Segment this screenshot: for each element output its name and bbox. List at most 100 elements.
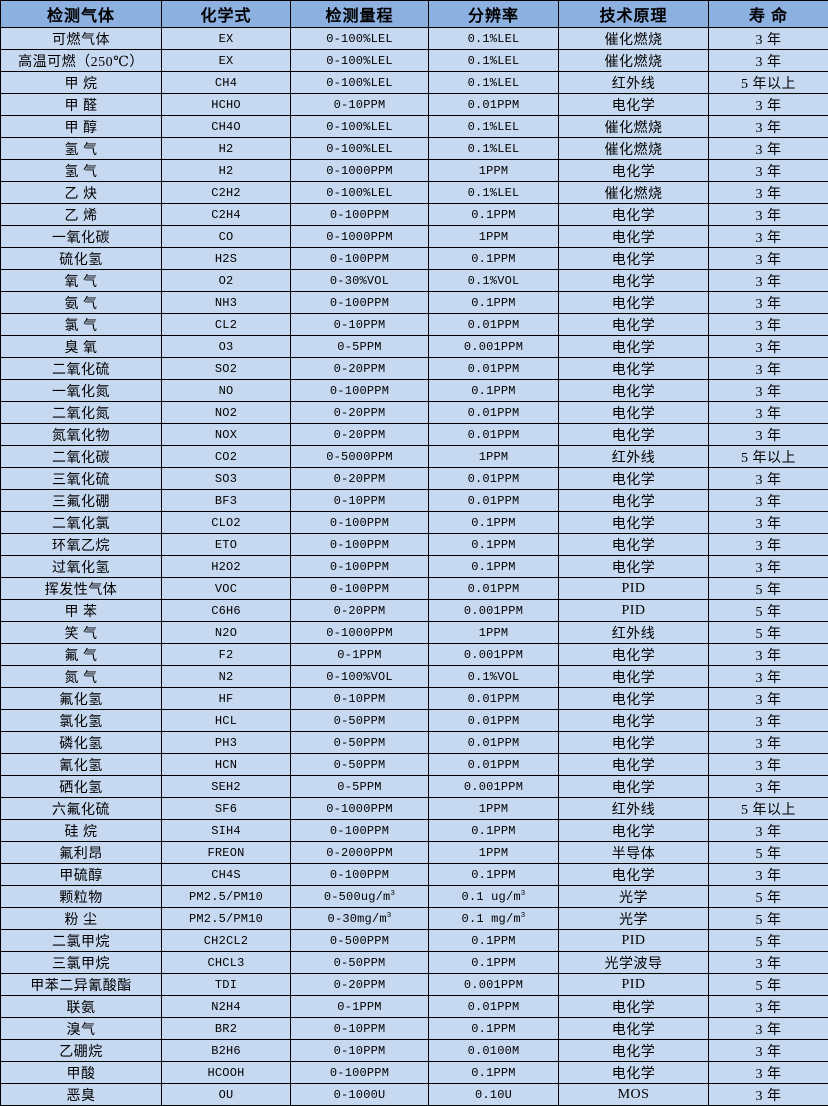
cell-lifespan: 3 年 [709,402,828,424]
cell-detection-range: 0-10PPM [291,1040,429,1062]
cell-resolution: 1PPM [429,446,559,468]
cell-gas-name: 高温可燃（250℃） [1,50,162,72]
cell-detection-range: 0-20PPM [291,402,429,424]
cell-detection-range: 0-1000PPM [291,226,429,248]
cell-gas-name: 氢 气 [1,138,162,160]
column-header-range: 检测量程 [291,1,429,28]
cell-chemical-formula: PH3 [162,732,291,754]
cell-technology-principle: 电化学 [559,644,709,666]
cell-technology-principle: 电化学 [559,512,709,534]
cell-lifespan: 3 年 [709,226,828,248]
cell-technology-principle: 电化学 [559,490,709,512]
cell-detection-range: 0-100PPM [291,556,429,578]
cell-technology-principle: 电化学 [559,94,709,116]
cell-technology-principle: PID [559,578,709,600]
cell-lifespan: 3 年 [709,490,828,512]
cell-detection-range: 0-1000U [291,1084,429,1106]
cell-gas-name: 颗粒物 [1,886,162,908]
cell-chemical-formula: CH2CL2 [162,930,291,952]
cell-gas-name: 氮 气 [1,666,162,688]
cell-gas-name: 六氟化硫 [1,798,162,820]
cell-lifespan: 3 年 [709,754,828,776]
cell-lifespan: 5 年 [709,578,828,600]
cell-resolution: 0.1PPM [429,820,559,842]
cell-detection-range: 0-500ug/m3 [291,886,429,908]
cell-chemical-formula: B2H6 [162,1040,291,1062]
cell-technology-principle: 催化燃烧 [559,182,709,204]
cell-detection-range: 0-50PPM [291,710,429,732]
cell-technology-principle: 电化学 [559,666,709,688]
column-header-gas: 检测气体 [1,1,162,28]
cell-gas-name: 乙硼烷 [1,1040,162,1062]
cell-technology-principle: 电化学 [559,358,709,380]
cell-resolution: 0.01PPM [429,710,559,732]
cell-lifespan: 3 年 [709,1040,828,1062]
cell-chemical-formula: HCL [162,710,291,732]
cell-detection-range: 0-1000PPM [291,622,429,644]
cell-lifespan: 3 年 [709,358,828,380]
cell-gas-name: 氢 气 [1,160,162,182]
cell-resolution: 0.01PPM [429,490,559,512]
cell-lifespan: 3 年 [709,380,828,402]
cell-resolution: 0.1PPM [429,1018,559,1040]
cell-lifespan: 3 年 [709,556,828,578]
cell-chemical-formula: NH3 [162,292,291,314]
cell-resolution: 0.1%VOL [429,270,559,292]
cell-lifespan: 5 年 [709,622,828,644]
cell-technology-principle: 电化学 [559,754,709,776]
cell-detection-range: 0-5PPM [291,336,429,358]
cell-gas-name: 二氧化硫 [1,358,162,380]
cell-technology-principle: 电化学 [559,710,709,732]
cell-gas-name: 过氧化氢 [1,556,162,578]
cell-chemical-formula: NO2 [162,402,291,424]
cell-lifespan: 3 年 [709,1062,828,1084]
cell-detection-range: 0-20PPM [291,468,429,490]
cell-gas-name: 乙 烯 [1,204,162,226]
cell-resolution: 0.01PPM [429,94,559,116]
cell-gas-name: 臭 氧 [1,336,162,358]
cell-resolution: 0.01PPM [429,996,559,1018]
cell-resolution: 0.01PPM [429,424,559,446]
cell-gas-name: 氟 气 [1,644,162,666]
cell-detection-range: 0-1000PPM [291,160,429,182]
cell-chemical-formula: NO [162,380,291,402]
cell-resolution: 0.001PPM [429,600,559,622]
cell-gas-name: 硅 烷 [1,820,162,842]
cell-technology-principle: 红外线 [559,72,709,94]
cell-chemical-formula: F2 [162,644,291,666]
cell-resolution: 0.1PPM [429,556,559,578]
cell-lifespan: 3 年 [709,270,828,292]
cell-gas-name: 甲 烷 [1,72,162,94]
cell-chemical-formula: C2H2 [162,182,291,204]
cell-chemical-formula: CO2 [162,446,291,468]
cell-gas-name: 一氧化氮 [1,380,162,402]
cell-detection-range: 0-30mg/m3 [291,908,429,930]
cell-lifespan: 3 年 [709,688,828,710]
cell-chemical-formula: CH4O [162,116,291,138]
cell-lifespan: 3 年 [709,160,828,182]
cell-detection-range: 0-50PPM [291,952,429,974]
cell-lifespan: 3 年 [709,710,828,732]
cell-lifespan: 3 年 [709,1084,828,1106]
cell-technology-principle: 红外线 [559,446,709,468]
cell-chemical-formula: BR2 [162,1018,291,1040]
cell-lifespan: 5 年以上 [709,798,828,820]
cell-chemical-formula: CO [162,226,291,248]
cell-resolution: 1PPM [429,798,559,820]
cell-detection-range: 0-100PPM [291,204,429,226]
cell-technology-principle: 红外线 [559,798,709,820]
cell-resolution: 0.001PPM [429,336,559,358]
cell-resolution: 1PPM [429,622,559,644]
cell-technology-principle: PID [559,974,709,996]
